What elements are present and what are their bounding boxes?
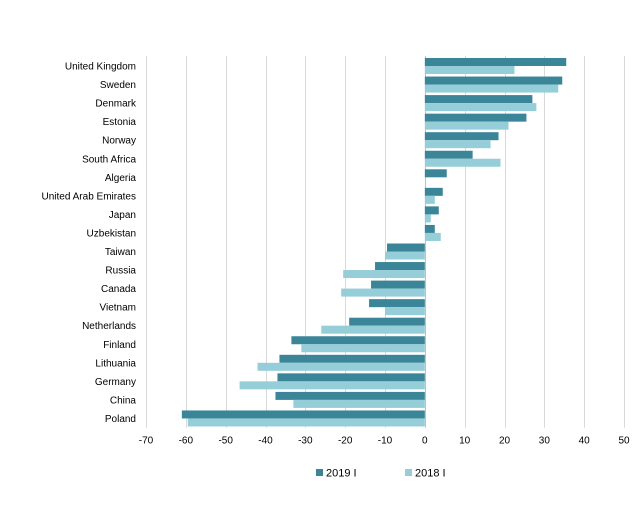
bar-2019-8 [424,206,439,215]
bar-2018-9 [424,232,441,241]
bar-2019-0 [424,58,567,66]
category-label-9: Uzbekistan [87,228,136,239]
bar-2019-19 [181,410,425,419]
x-axis-tick-labels: -70 -60 -50 -40 -30 -20 -10 0 10 20 30 40 50 [139,436,630,447]
x-tick-label-11: 40 [579,436,591,447]
bar-2018-8 [424,214,431,223]
bar-2019-10 [386,243,425,252]
bars [181,58,567,427]
category-label-16: Lithuania [95,358,136,369]
legend: 2019 I 2018 I [316,468,446,480]
x-tick-label-3: -40 [258,436,273,447]
category-label-19: Poland [105,414,136,425]
x-tick-label-7: 0 [422,436,428,447]
category-label-1: Sweden [100,80,136,91]
x-tick-label-0: -70 [139,436,154,447]
category-label-2: Denmark [95,99,137,110]
bar-2019-13 [369,299,425,308]
bar-2018-2 [424,103,537,112]
category-label-3: Estonia [103,117,137,128]
bar-2018-18 [293,399,425,408]
bar-2018-12 [341,288,425,297]
category-label-6: Algeria [105,173,137,184]
bar-2019-5 [424,150,473,159]
bar-2019-6 [424,169,447,178]
x-tick-label-6: -10 [378,436,393,447]
bar-2019-17 [277,373,425,382]
category-label-7: United Arab Emirates [42,191,137,202]
bar-2018-4 [424,140,491,149]
bar-2019-15 [291,336,425,345]
bar-2018-3 [424,121,509,130]
bar-2019-18 [275,391,425,400]
bar-2018-17 [239,381,425,390]
category-label-17: Germany [95,377,136,388]
bar-2018-11 [343,270,425,279]
category-labels: United Kingdom Sweden Denmark Estonia Norway… [42,62,137,425]
bar-2018-0 [424,66,515,74]
x-tick-label-10: 30 [539,436,551,447]
legend-swatch-2019 [316,469,323,476]
x-tick-label-9: 20 [499,436,511,447]
x-tick-label-8: 10 [459,436,471,447]
bar-2019-16 [279,354,425,363]
bar-2019-11 [375,262,425,271]
category-label-4: Norway [102,136,136,147]
bar-2018-15 [301,344,425,353]
bar-2019-1 [424,76,563,85]
category-label-10: Taiwan [105,247,136,258]
category-label-14: Netherlands [82,321,136,332]
category-label-15: Finland [103,340,136,351]
x-tick-label-5: -20 [338,436,353,447]
bar-2018-10 [385,251,425,260]
bar-2019-12 [371,280,425,289]
bar-2018-1 [424,84,559,93]
legend-label-2018: 2018 I [415,468,446,480]
bar-2018-13 [385,307,425,316]
x-tick-label-4: -30 [298,436,313,447]
bar-2018-5 [424,158,501,167]
bar-2019-7 [424,187,443,196]
category-label-5: South Africa [82,154,136,165]
bar-2019-2 [424,95,533,104]
gridlines [146,56,625,428]
legend-swatch-2018 [405,469,412,476]
bar-2019-3 [424,113,527,122]
bar-2018-16 [257,362,425,371]
x-tick-label-1: -60 [179,436,194,447]
bar-2019-9 [424,224,435,233]
bar-2018-7 [424,195,435,204]
bar-2018-19 [187,418,425,427]
x-tick-label-12: 50 [618,436,630,447]
category-label-11: Russia [105,266,136,277]
category-label-18: China [110,395,137,406]
legend-label-2019: 2019 I [326,468,357,480]
category-label-12: Canada [101,284,136,295]
bar-2019-4 [424,132,499,141]
category-label-0: United Kingdom [65,62,136,73]
x-tick-label-2: -50 [218,436,233,447]
bar-2019-14 [349,317,425,326]
category-label-13: Vietnam [99,303,136,314]
bar-2018-14 [321,325,425,334]
category-label-8: Japan [109,210,136,221]
